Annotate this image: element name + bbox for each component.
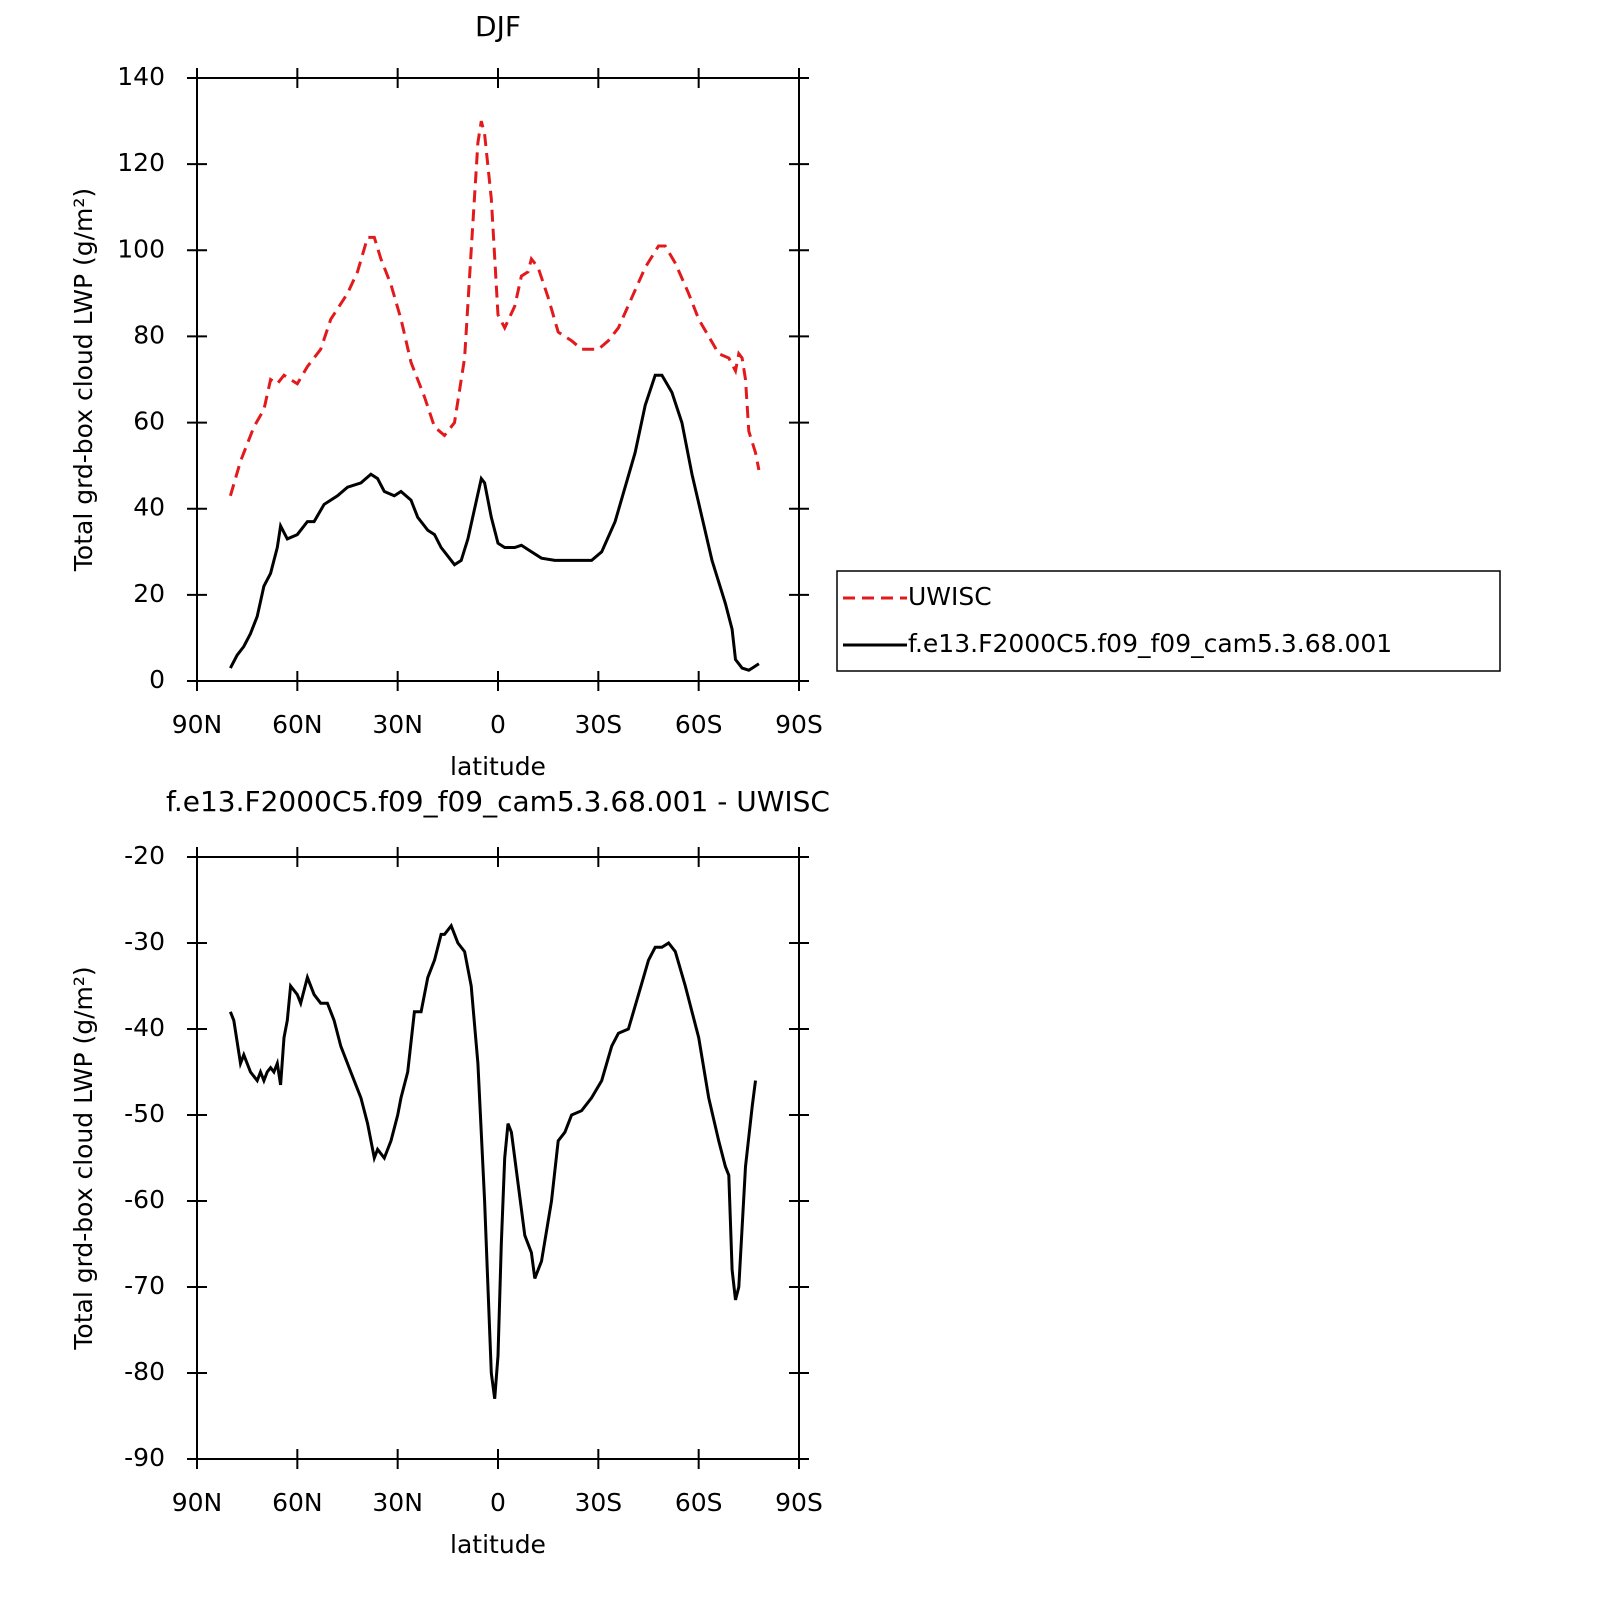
y-tick-label: 40	[133, 493, 165, 522]
y-tick-label: -30	[124, 927, 165, 956]
y-tick-label: -60	[124, 1185, 165, 1214]
chart-title: DJF	[475, 10, 521, 43]
y-tick-label: -40	[124, 1013, 165, 1042]
y-tick-label: 140	[117, 62, 165, 91]
series-line	[229, 922, 757, 1399]
x-tick-label: 90S	[775, 710, 823, 739]
chart-title: f.e13.F2000C5.f09_f09_cam5.3.68.001 - UW…	[166, 785, 830, 818]
x-tick-label: 60S	[675, 1488, 723, 1517]
x-tick-label: 90S	[775, 1488, 823, 1517]
legend-frame	[836, 570, 1501, 672]
plot-frame	[196, 77, 800, 682]
y-axis-label: Total grd-box cloud LWP (g/m²)	[69, 966, 98, 1350]
series-line	[228, 120, 761, 497]
legend-label: f.e13.F2000C5.f09_f09_cam5.3.68.001	[908, 629, 1392, 658]
x-tick-label: 30N	[372, 710, 423, 739]
y-tick-label: 0	[149, 665, 165, 694]
x-tick-label: 30S	[574, 1488, 622, 1517]
x-tick-label: 30N	[372, 1488, 423, 1517]
y-tick-label: 60	[133, 407, 165, 436]
y-tick-label: 20	[133, 579, 165, 608]
y-tick-label: -20	[124, 841, 165, 870]
y-tick-label: 120	[117, 148, 165, 177]
x-tick-label: 90N	[172, 1488, 223, 1517]
y-tick-label: -70	[124, 1271, 165, 1300]
series-line	[229, 373, 760, 672]
y-tick-label: -80	[124, 1357, 165, 1386]
x-axis-label: latitude	[450, 752, 546, 781]
y-tick-label: 100	[117, 234, 165, 263]
y-tick-label: 80	[133, 320, 165, 349]
legend-label: UWISC	[908, 582, 992, 611]
x-tick-label: 0	[490, 710, 506, 739]
x-tick-label: 90N	[172, 710, 223, 739]
y-tick-label: -50	[124, 1099, 165, 1128]
y-axis-label: Total grd-box cloud LWP (g/m²)	[69, 188, 98, 572]
x-tick-label: 0	[490, 1488, 506, 1517]
x-tick-label: 60N	[272, 710, 323, 739]
y-tick-label: -90	[124, 1443, 165, 1472]
x-tick-label: 60S	[675, 710, 723, 739]
x-tick-label: 30S	[574, 710, 622, 739]
x-axis-label: latitude	[450, 1530, 546, 1559]
x-tick-label: 60N	[272, 1488, 323, 1517]
